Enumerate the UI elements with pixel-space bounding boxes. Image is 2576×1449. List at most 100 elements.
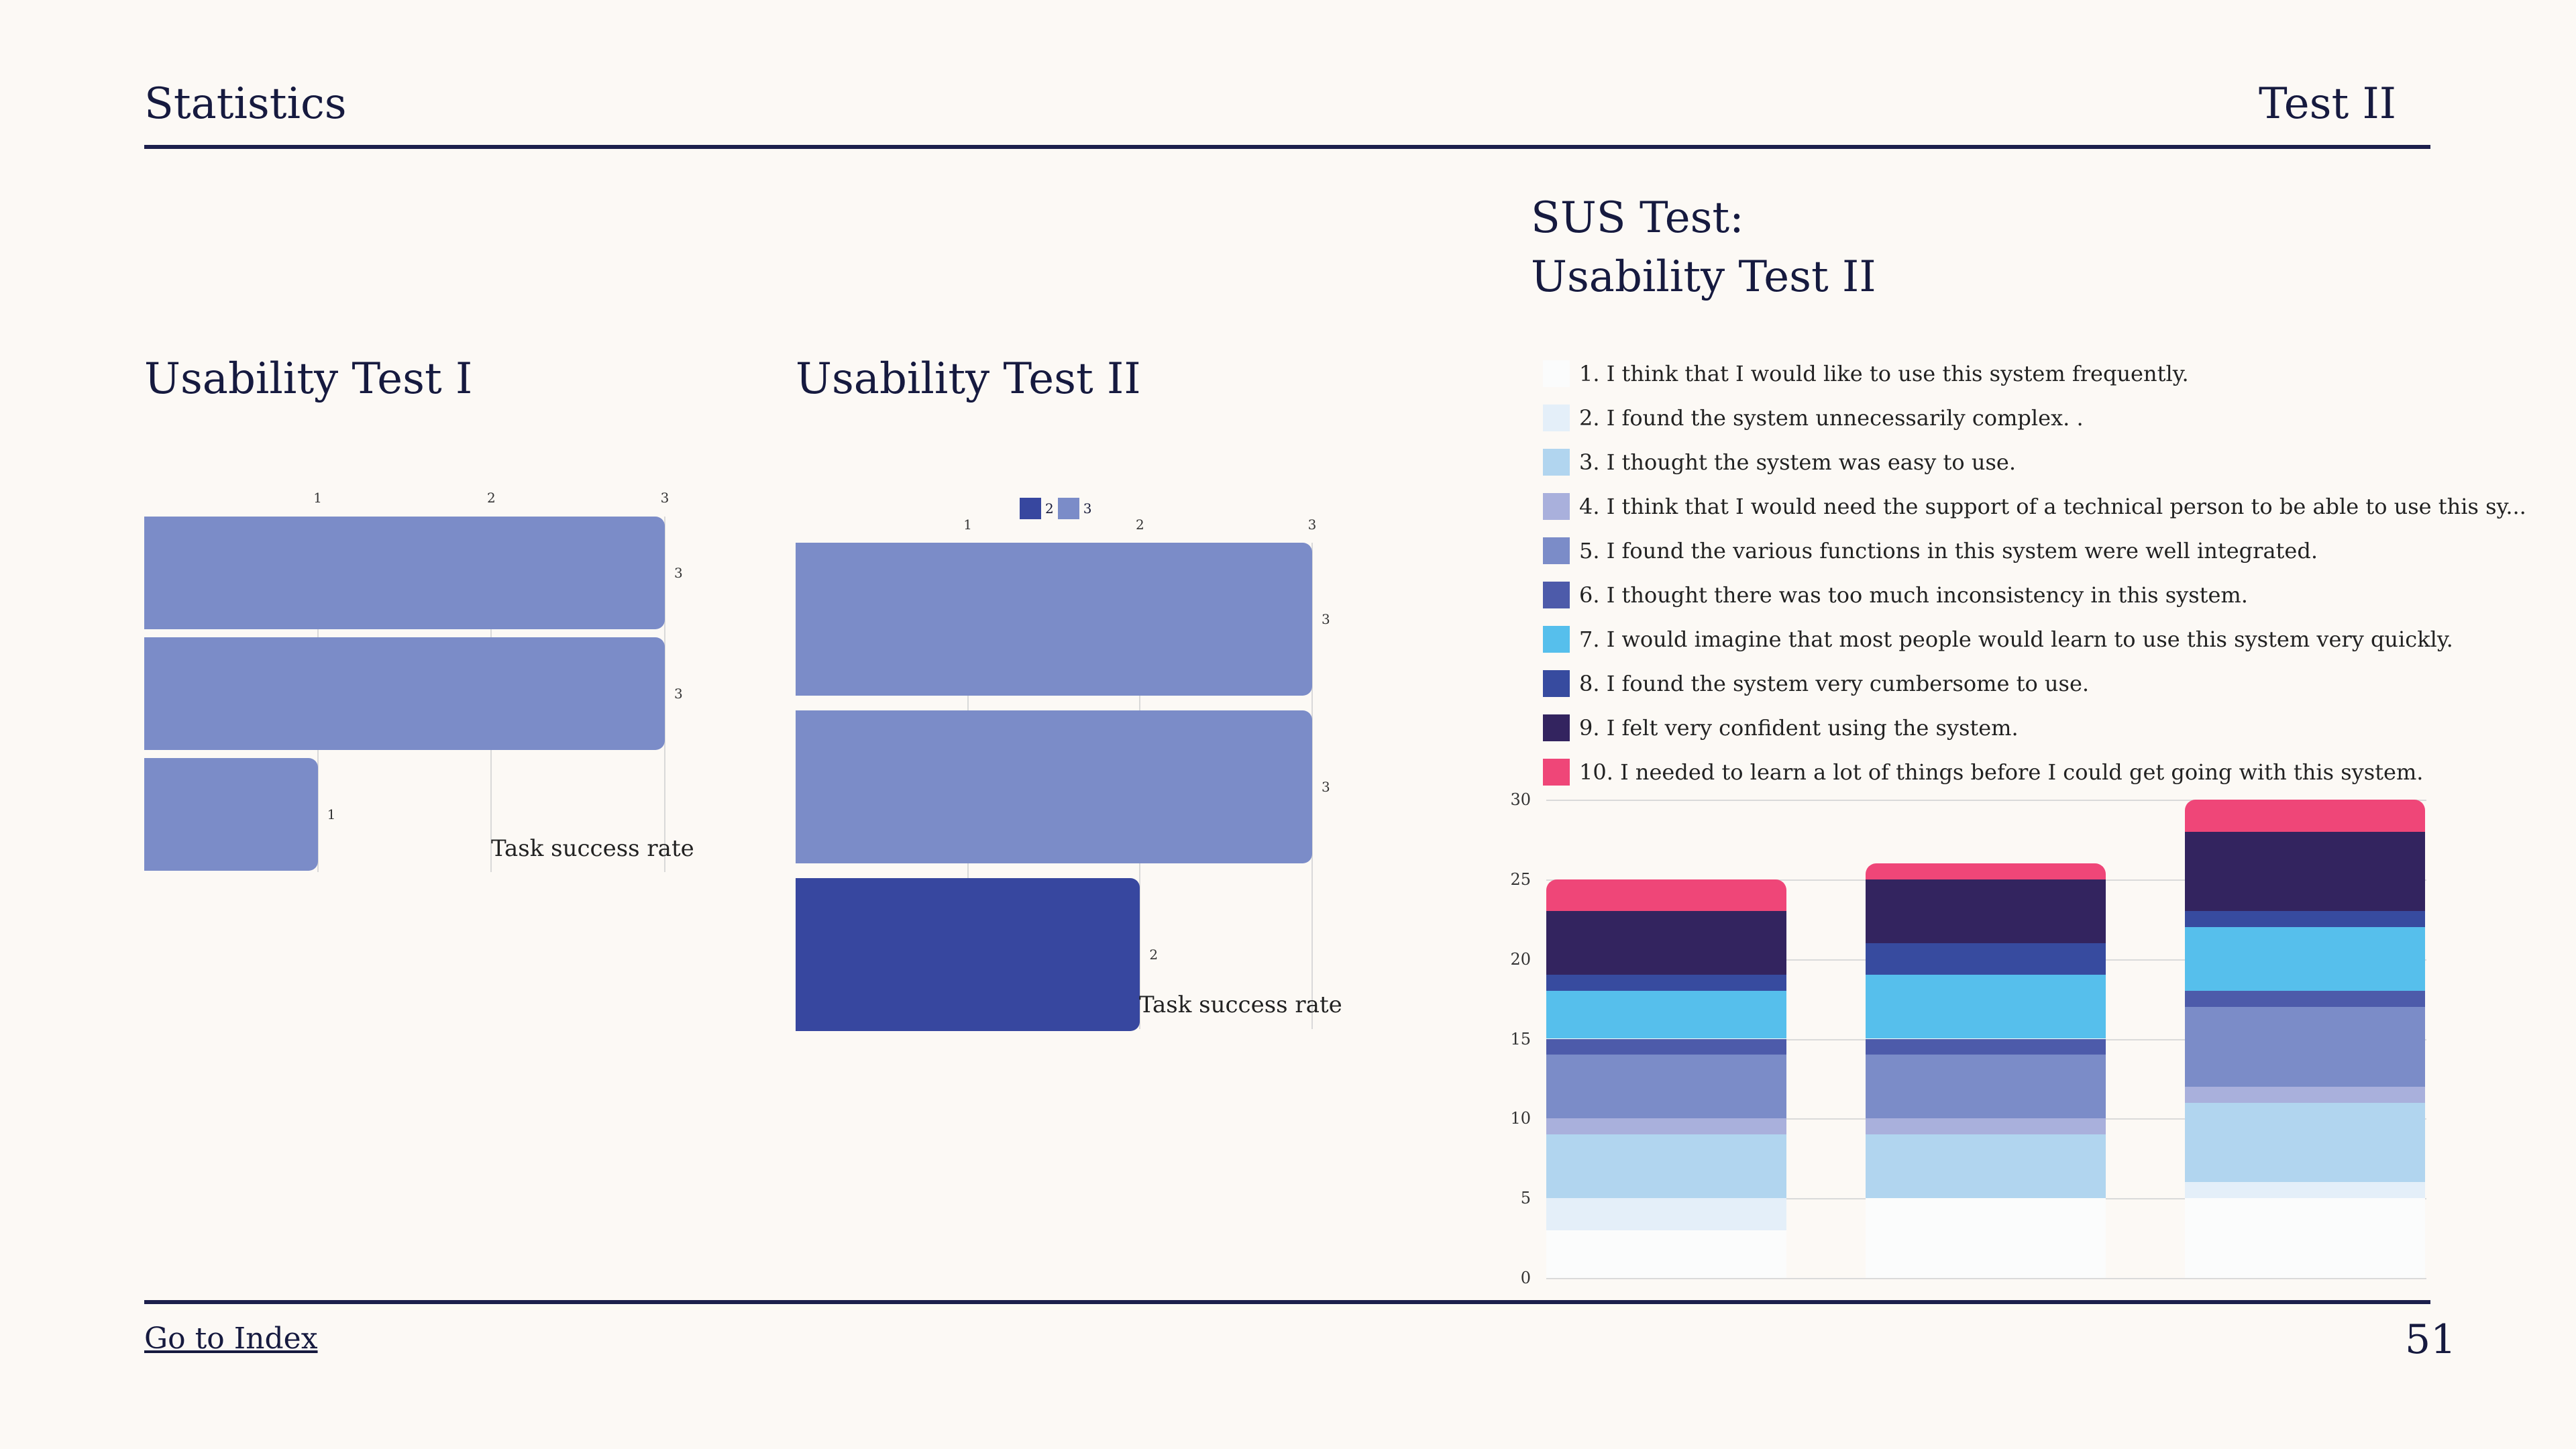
- x-axis-title: Task success rate: [491, 835, 694, 862]
- legend-item: 6. I thought there was too much inconsis…: [1543, 580, 2248, 610]
- x-tick-label: 3: [660, 490, 669, 506]
- stack-segment: [1546, 879, 1786, 912]
- stack-segment: [1866, 943, 2106, 975]
- legend-swatch: [1543, 493, 1570, 520]
- stack-segment: [2185, 1102, 2425, 1183]
- chart2-legend: 2 3: [1020, 498, 1095, 519]
- legend-item: 3. I thought the system was easy to use.: [1543, 447, 2016, 477]
- y-tick-label: 10: [1510, 1109, 1531, 1128]
- grid-line: [1546, 800, 2426, 801]
- legend-label: 6. I thought there was too much inconsis…: [1579, 582, 2248, 608]
- legend-label: 3. I thought the system was easy to use.: [1579, 449, 2016, 475]
- x-tick-label: 2: [486, 490, 496, 506]
- x-tick-label: 3: [1307, 517, 1317, 533]
- test-title: Test II: [2259, 79, 2397, 129]
- stack-segment: [2185, 927, 2425, 991]
- legend-item: 2. I found the system unnecessarily comp…: [1543, 403, 2084, 433]
- bar-2: [144, 637, 665, 750]
- stack-segment: [1546, 1230, 1786, 1278]
- grid-line: [664, 517, 665, 872]
- header-divider: [144, 145, 2430, 149]
- bar-value-label: 3: [674, 686, 683, 702]
- legend-item: 1. I think that I would like to use this…: [1543, 359, 2189, 388]
- stack-segment: [2185, 800, 2425, 832]
- stack-segment: [1866, 1038, 2106, 1055]
- bar-1: [144, 517, 665, 629]
- go-to-index-link[interactable]: Go to Index: [144, 1322, 318, 1356]
- legend-swatch: [1543, 626, 1570, 653]
- bar-value-label: 3: [674, 565, 683, 581]
- stack-segment: [1546, 1038, 1786, 1055]
- y-tick-label: 20: [1510, 949, 1531, 969]
- legend-label: 4. I think that I would need the support…: [1579, 494, 2526, 519]
- chart2-title: Usability Test II: [796, 354, 1141, 404]
- y-tick-label: 30: [1510, 790, 1531, 809]
- y-tick-label: 15: [1510, 1029, 1531, 1049]
- y-tick-label: 5: [1520, 1189, 1531, 1208]
- stack-segment: [1546, 911, 1786, 975]
- legend-item: 8. I found the system very cumbersome to…: [1543, 669, 2089, 698]
- page-number: 51: [2405, 1316, 2457, 1363]
- stack-segment: [1866, 1134, 2106, 1199]
- stack-segment: [2185, 1182, 2425, 1199]
- stack-segment: [1546, 1118, 1786, 1135]
- legend-label: 8. I found the system very cumbersome to…: [1579, 671, 2090, 696]
- stack-segment: [2185, 911, 2425, 928]
- bar-2: [796, 710, 1312, 863]
- x-tick-label: 2: [1135, 517, 1144, 533]
- stack-segment: [1866, 975, 2106, 1039]
- legend-label: 1. I think that I would like to use this…: [1579, 361, 2189, 386]
- legend-swatch-2: [1020, 498, 1041, 519]
- legend-swatch: [1543, 759, 1570, 786]
- legend-item: 9. I felt very confident using the syste…: [1543, 713, 2019, 743]
- legend-item: 10. I needed to learn a lot of things be…: [1543, 757, 2423, 787]
- bar-3: [144, 758, 318, 871]
- stack-segment: [1866, 1118, 2106, 1135]
- stack-segment: [2185, 831, 2425, 912]
- bar-value-label: 3: [1322, 779, 1330, 795]
- stack-segment: [1866, 1198, 2106, 1278]
- chart3-title-line2: Usability Test II: [1531, 252, 1876, 302]
- y-tick-label: 25: [1510, 869, 1531, 889]
- legend-label: 10. I needed to learn a lot of things be…: [1579, 759, 2424, 785]
- legend-label: 5. I found the various functions in this…: [1579, 538, 2318, 564]
- legend-swatch: [1543, 582, 1570, 608]
- footer-divider: [144, 1300, 2430, 1304]
- legend-label: 2. I found the system unnecessarily comp…: [1579, 405, 2084, 431]
- grid-line: [1546, 1278, 2426, 1279]
- stack-segment: [1546, 1198, 1786, 1230]
- legend-item: 4. I think that I would need the support…: [1543, 492, 2526, 521]
- legend-label-3: 3: [1083, 500, 1092, 517]
- stack-segment: [1866, 879, 2106, 943]
- stack-segment: [1866, 1055, 2106, 1119]
- legend-label-2: 2: [1045, 500, 1054, 517]
- grid-line: [1311, 543, 1313, 1029]
- chart3-title-line1: SUS Test:: [1531, 193, 1744, 243]
- stack-segment: [2185, 1086, 2425, 1103]
- bar-value-label: 2: [1149, 947, 1159, 963]
- stack-segment: [2185, 991, 2425, 1007]
- stack-segment: [1866, 863, 2106, 879]
- section-title: Statistics: [144, 79, 347, 129]
- legend-swatch: [1543, 537, 1570, 564]
- stack-segment: [1546, 991, 1786, 1039]
- legend-swatch: [1543, 360, 1570, 387]
- stack-segment: [2185, 1198, 2425, 1278]
- stack-segment: [1546, 1134, 1786, 1199]
- legend-swatch: [1543, 449, 1570, 476]
- bar-value-label: 1: [327, 806, 336, 822]
- legend-swatch: [1543, 405, 1570, 431]
- legend-label: 7. I would imagine that most people woul…: [1579, 627, 2453, 652]
- stack-segment: [1546, 975, 1786, 991]
- bar-1: [796, 543, 1312, 696]
- legend-swatch: [1543, 714, 1570, 741]
- stack-segment: [2185, 1006, 2425, 1087]
- stack-segment: [1546, 1055, 1786, 1119]
- chart1-title: Usability Test I: [144, 354, 473, 404]
- bar-value-label: 3: [1322, 611, 1330, 627]
- x-tick-label: 1: [313, 490, 323, 506]
- x-axis-title: Task success rate: [1139, 991, 1342, 1018]
- bar-3: [796, 878, 1140, 1031]
- legend-label: 9. I felt very confident using the syste…: [1579, 715, 2019, 741]
- legend-swatch-3: [1057, 498, 1079, 519]
